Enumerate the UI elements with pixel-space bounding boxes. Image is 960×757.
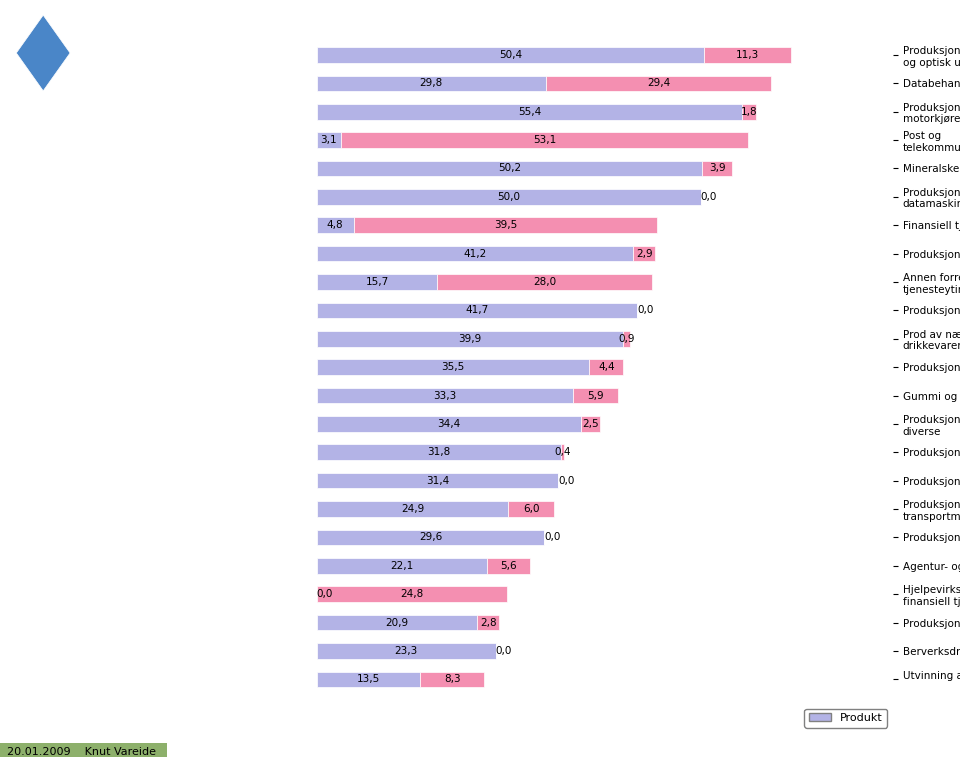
Text: 15,7: 15,7 (366, 277, 389, 287)
Bar (317, 587, 507, 602)
Text: 3,9: 3,9 (709, 164, 726, 173)
Text: 39,9: 39,9 (458, 334, 482, 344)
Bar (317, 303, 637, 318)
Text: 31,4: 31,4 (425, 475, 449, 486)
Bar (317, 274, 438, 290)
Bar (317, 47, 704, 63)
Text: 28,0: 28,0 (534, 277, 557, 287)
Text: 2,5: 2,5 (583, 419, 599, 429)
Bar (317, 473, 558, 488)
Bar (317, 444, 561, 460)
Bar (420, 671, 484, 687)
Text: 2,9: 2,9 (636, 248, 653, 259)
Text: 2,8: 2,8 (480, 618, 496, 628)
Bar (317, 671, 420, 687)
Bar (317, 388, 572, 403)
Text: 35,5: 35,5 (442, 362, 465, 372)
Bar (487, 558, 530, 574)
Bar (317, 416, 581, 431)
Bar (581, 416, 600, 431)
Text: 0,9: 0,9 (618, 334, 635, 344)
Bar (317, 132, 341, 148)
Text: 4,8: 4,8 (327, 220, 344, 230)
Text: 20.01.2009    Knut Vareide: 20.01.2009 Knut Vareide (0, 747, 163, 757)
Text: 0,0: 0,0 (495, 646, 512, 656)
Text: 0,0: 0,0 (701, 192, 717, 202)
Text: 11,3: 11,3 (735, 50, 759, 60)
Bar (317, 246, 634, 261)
Text: 24,9: 24,9 (400, 504, 424, 514)
Bar (634, 246, 656, 261)
Bar (317, 331, 623, 347)
Bar (317, 501, 508, 517)
Bar (477, 615, 499, 631)
Bar (317, 189, 701, 204)
Text: 41,2: 41,2 (464, 248, 487, 259)
Text: 34,4: 34,4 (437, 419, 461, 429)
Legend: Produkt: Produkt (804, 709, 887, 727)
Bar (317, 558, 487, 574)
Text: 3,1: 3,1 (321, 135, 337, 145)
Bar (317, 530, 544, 545)
Bar (317, 76, 545, 91)
Bar (317, 104, 742, 120)
Bar (623, 331, 630, 347)
Text: 4,4: 4,4 (598, 362, 614, 372)
Text: 50,0: 50,0 (497, 192, 520, 202)
Text: 24,8: 24,8 (400, 589, 423, 600)
Text: 22,1: 22,1 (390, 561, 414, 571)
Text: 55,4: 55,4 (517, 107, 541, 117)
Bar (353, 217, 657, 233)
Text: 8,3: 8,3 (444, 674, 461, 684)
Text: 0,0: 0,0 (317, 589, 333, 600)
Bar (545, 76, 772, 91)
Text: 5,6: 5,6 (500, 561, 516, 571)
Bar (704, 47, 791, 63)
Bar (742, 104, 756, 120)
Text: 0,0: 0,0 (558, 475, 574, 486)
Bar (317, 160, 703, 176)
Text: 20,9: 20,9 (386, 618, 409, 628)
Text: 0,0: 0,0 (544, 532, 561, 543)
Text: 29,8: 29,8 (420, 78, 443, 89)
Text: 0,4: 0,4 (554, 447, 571, 457)
Polygon shape (16, 15, 70, 91)
Text: 6,0: 6,0 (523, 504, 540, 514)
Bar (317, 643, 495, 659)
Text: 50,2: 50,2 (498, 164, 521, 173)
Text: 50,4: 50,4 (499, 50, 522, 60)
Text: 39,5: 39,5 (493, 220, 517, 230)
Text: 23,3: 23,3 (395, 646, 418, 656)
Bar (572, 388, 618, 403)
Text: 0,0: 0,0 (637, 305, 654, 316)
Bar (703, 160, 732, 176)
Text: 29,6: 29,6 (419, 532, 443, 543)
Bar (317, 217, 353, 233)
Text: 13,5: 13,5 (357, 674, 380, 684)
Text: 53,1: 53,1 (533, 135, 556, 145)
Bar (438, 274, 653, 290)
Bar (561, 444, 564, 460)
Bar (317, 360, 589, 375)
Bar (589, 360, 623, 375)
Text: 31,8: 31,8 (427, 447, 450, 457)
Text: 29,4: 29,4 (647, 78, 670, 89)
Bar (341, 132, 749, 148)
Text: 33,3: 33,3 (433, 391, 456, 400)
Bar (508, 501, 554, 517)
Text: 5,9: 5,9 (587, 391, 604, 400)
Text: 1,8: 1,8 (741, 107, 757, 117)
Bar (317, 615, 477, 631)
Text: 41,7: 41,7 (466, 305, 489, 316)
